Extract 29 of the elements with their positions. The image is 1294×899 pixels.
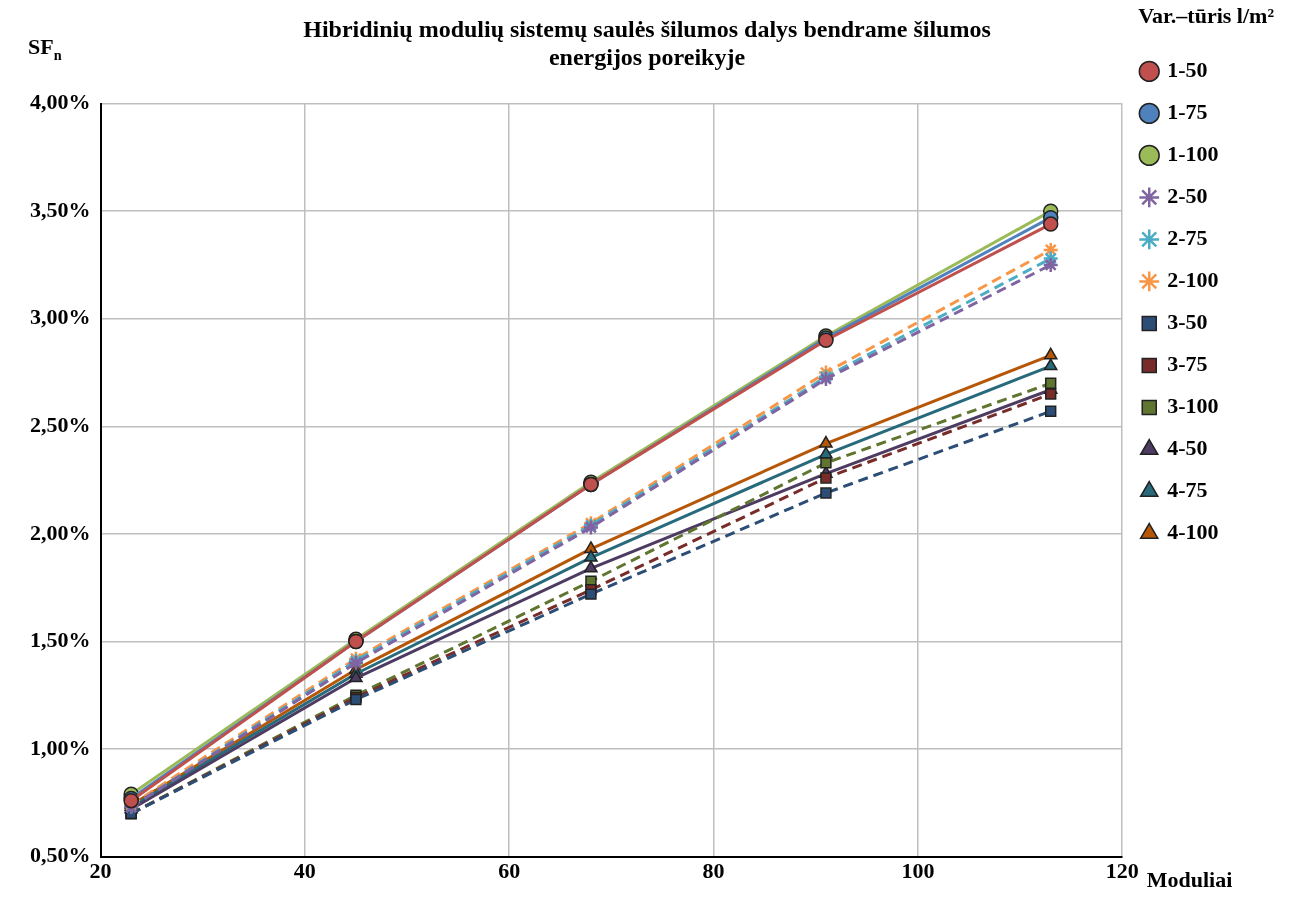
legend-label: 4-75 <box>1167 477 1208 503</box>
legend-title: Var.–tūris l/m² <box>1138 2 1275 28</box>
y-tick-label: 2,50% <box>30 412 91 437</box>
y-tick-label: 2,00% <box>30 519 91 545</box>
x-tick-label: 100 <box>901 858 935 884</box>
legend-label: 2-100 <box>1167 267 1219 293</box>
y-tick-label: 1,50% <box>30 627 91 653</box>
legend-label: 3-75 <box>1167 351 1208 377</box>
legend-label: 2-50 <box>1167 183 1208 209</box>
x-tick-label: 20 <box>89 858 112 884</box>
legend-label: 1-100 <box>1167 141 1219 167</box>
y-tick-label: 3,00% <box>30 304 91 330</box>
y-tick-label: 3,50% <box>30 196 91 222</box>
legend-label: 1-75 <box>1167 99 1208 125</box>
legend-label: 4-50 <box>1167 435 1208 461</box>
x-tick-label: 60 <box>498 858 521 884</box>
x-tick-label: 80 <box>702 858 725 884</box>
y-tick-label: 4,00% <box>30 89 91 115</box>
y-tick-label: 0,50% <box>30 842 91 868</box>
legend-label: 1-50 <box>1167 57 1208 83</box>
y-tick-label: 1,00% <box>30 734 91 760</box>
x-tick-label: 120 <box>1105 858 1139 884</box>
x-axis-title: Moduliai <box>1146 866 1233 892</box>
legend-label: 3-50 <box>1167 309 1208 335</box>
legend-label: 2-75 <box>1167 225 1208 251</box>
legend-label: 4-100 <box>1167 519 1219 545</box>
x-tick-label: 40 <box>293 858 316 884</box>
chart-title: Hibridinių modulių sistemų saulės šilumos dalys bendrame šilumos energijos poreikyje <box>303 15 991 71</box>
legend-label: 3-100 <box>1167 393 1219 419</box>
